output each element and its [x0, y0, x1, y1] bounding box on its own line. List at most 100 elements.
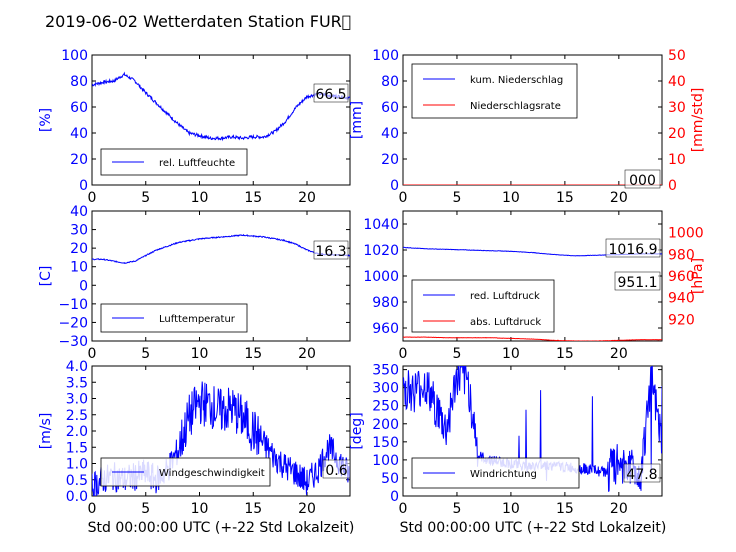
y-tick-label: 980 [372, 295, 399, 311]
x-tick-label: 0 [399, 190, 408, 206]
y-tick-label: 0 [79, 278, 88, 294]
x-tick-label: 20 [610, 501, 628, 517]
y-right-tick-label: 30 [668, 100, 686, 116]
chart-panel-4: 0 5 10 15 20 960 980 1000 1020 1040 920 940 960 980 10… [363, 210, 706, 362]
y-tick-label: 250 [372, 399, 399, 415]
y-tick-label: 40 [70, 204, 88, 220]
legend-box [411, 279, 555, 333]
y-tick-label: 60 [70, 100, 88, 116]
x-tick-label: 10 [191, 501, 209, 517]
x-tick-label: 5 [141, 190, 150, 206]
x-tick-label: 10 [191, 346, 209, 362]
figure-title: 2019-06-02 Wetterdaten Station FUR  [45, 12, 351, 31]
x-tick-label: 10 [502, 190, 520, 206]
y-right-tick-label: 940 [668, 291, 695, 307]
y-tick-label: 1.0 [66, 457, 88, 473]
chart-panel-2: 0 5 10 15 20 0 20 40 60 80 100 0 10 20 30 40 50 [mm] [mm/s… [349, 48, 706, 206]
y-right-tick-label: 40 [668, 74, 686, 90]
chart-panel-5: 0 5 10 15 20 0.00.51.01.52.02.53.03.54.0 [m/s]… [38, 359, 351, 517]
y-tick-label: 960 [372, 321, 399, 337]
y-tick-label: 10 [70, 260, 88, 276]
x-tick-label: 15 [244, 190, 262, 206]
y-tick-label: −30 [58, 334, 88, 350]
y-tick-label: 100 [372, 453, 399, 469]
y-tick-label: 0 [390, 489, 399, 505]
y-tick-label: 1000 [363, 269, 399, 285]
current-value-label: 47.8 [626, 467, 657, 483]
y-tick-label: 30 [70, 223, 88, 239]
x-tick-label: 5 [452, 346, 461, 362]
plot-frame [91, 54, 351, 186]
y-right-tick-label: 50 [668, 48, 686, 64]
y-right-tick-label: 20 [668, 126, 686, 142]
x-tick-label: 5 [452, 501, 461, 517]
y-tick-label: −10 [58, 297, 88, 313]
x-tick-label: 5 [141, 501, 150, 517]
x-tick-label: 20 [298, 346, 316, 362]
y-tick-label: 0.5 [66, 473, 88, 489]
y-tick-label: 2.0 [66, 424, 88, 440]
y-axis-label: [%] [38, 108, 54, 132]
y-tick-label: 1040 [363, 217, 399, 233]
y-tick-label: 0 [79, 178, 88, 194]
y-tick-label: 3.5 [66, 375, 88, 391]
y-axis-label: [C] [38, 266, 54, 287]
current-value-label: 0.6 [325, 463, 347, 479]
y-tick-label: 150 [372, 435, 399, 451]
current-value-label: 1016.9 [609, 242, 658, 258]
y-axis-right-label: [mm/std] [690, 88, 706, 153]
x-tick-label: 10 [191, 190, 209, 206]
y-tick-label: 1.5 [66, 440, 88, 456]
value-box [313, 83, 349, 103]
series-line-1 [92, 381, 350, 496]
y-right-tick-label: 0 [668, 178, 677, 194]
x-tick-label: 20 [298, 190, 316, 206]
legend-entry: kum. Niederschlag [470, 75, 563, 86]
y-tick-label: 100 [372, 48, 399, 64]
x-tick-label: 0 [88, 346, 97, 362]
series-line-2 [403, 336, 662, 341]
legend-entry: red. Luftdruck [470, 291, 540, 302]
x-tick-label: 0 [88, 501, 97, 517]
y-axis-label: [deg] [349, 412, 365, 449]
value-box [624, 169, 661, 189]
y-tick-label: 350 [372, 363, 399, 379]
legend-entry: Niederschlagsrate [470, 101, 561, 112]
legend-box [411, 63, 578, 119]
y-tick-label: 40 [70, 126, 88, 142]
y-tick-label: 60 [381, 100, 399, 116]
y-tick-label: 3.0 [66, 392, 88, 408]
y-tick-label: 50 [381, 471, 399, 487]
y-right-tick-label: 1000 [668, 226, 704, 242]
current-value-label: 951.1 [617, 275, 657, 291]
chart-panel-3: 0 5 10 15 20 −30 −20 −10 0 10 20 30 40 [C] Lufttempera… [38, 204, 351, 362]
current-value-label: 000 [629, 173, 656, 189]
x-axis-label-right: Std 00:00:00 UTC (+-22 Std Lokalzeit) [400, 520, 667, 536]
y-right-tick-label: 920 [668, 312, 695, 328]
x-tick-label: 10 [502, 346, 520, 362]
y-tick-label: 80 [70, 74, 88, 90]
y-right-tick-label: 10 [668, 152, 686, 168]
y-axis-right-label: [hPa] [690, 258, 706, 294]
y-tick-label: 200 [372, 417, 399, 433]
x-tick-label: 15 [556, 190, 574, 206]
y-right-tick-label: 960 [668, 269, 695, 285]
y-tick-label: 2.5 [66, 408, 88, 424]
y-tick-label: 300 [372, 381, 399, 397]
current-value-label: 66.5 [315, 87, 346, 103]
value-box [313, 240, 349, 260]
x-tick-label: 0 [399, 501, 408, 517]
chart-panel-1: 0 5 10 15 20 0 20 40 60 80 100 [%] rel. Luftfeuchte 6… [38, 48, 351, 206]
x-tick-label: 0 [399, 346, 408, 362]
plot-frame [91, 210, 351, 342]
x-tick-label: 5 [452, 190, 461, 206]
y-tick-label: 40 [381, 126, 399, 142]
legend-entry: Lufttemperatur [159, 314, 236, 325]
series-line-1 [92, 233, 350, 265]
y-tick-label: 80 [381, 74, 399, 90]
y-axis-label: [mm] [349, 101, 365, 139]
x-tick-label: 20 [610, 346, 628, 362]
x-axis-label-left: Std 00:00:00 UTC (+-22 Std Lokalzeit) [88, 520, 355, 536]
